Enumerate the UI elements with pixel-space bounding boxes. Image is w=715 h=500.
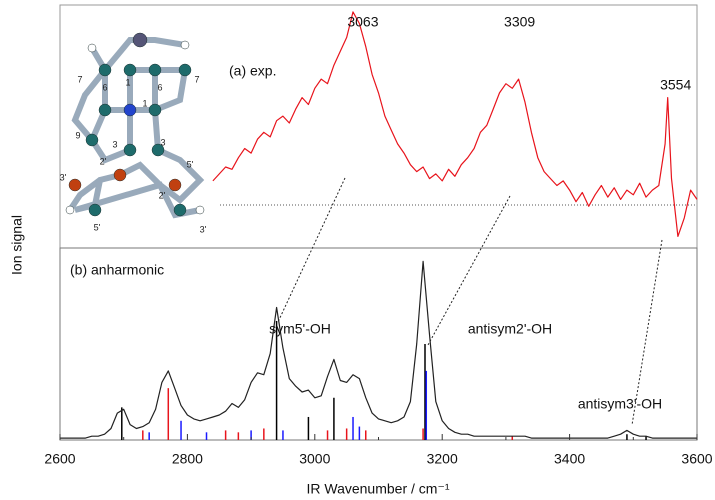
atom xyxy=(99,64,111,76)
atom xyxy=(124,64,136,76)
x-tick-label: 3400 xyxy=(554,451,585,467)
panel-label: (b) anharmonic xyxy=(70,262,164,278)
atom xyxy=(133,33,147,47)
spectrum-line xyxy=(213,12,697,237)
atom xyxy=(89,204,101,216)
atom xyxy=(99,104,111,116)
annotation: antisym3'-OH xyxy=(578,396,662,412)
atom xyxy=(149,64,161,76)
atom-label: 3 xyxy=(112,139,117,149)
connectors xyxy=(278,178,662,425)
atom-label: 9 xyxy=(75,130,80,140)
peak-label: 3309 xyxy=(504,14,535,30)
annotation: antisym2'-OH xyxy=(468,321,552,337)
atom xyxy=(66,206,74,214)
atom xyxy=(149,104,161,116)
y-axis-label: Ion signal xyxy=(9,215,25,275)
x-tick-label: 2600 xyxy=(44,451,75,467)
atom xyxy=(179,64,191,76)
panel-label: (a) exp. xyxy=(229,63,276,79)
x-tick-label: 3600 xyxy=(681,451,712,467)
atom xyxy=(86,134,98,146)
figure: Ion signal IR Wavenumber / cm⁻¹ (a) exp.… xyxy=(0,0,715,500)
atom-label: 2' xyxy=(159,190,166,200)
peak-label: 3554 xyxy=(660,76,691,92)
atom xyxy=(196,206,204,214)
atom-label: 7 xyxy=(194,74,199,84)
atom-label: 3' xyxy=(200,224,207,234)
peak-label: 3063 xyxy=(347,14,378,30)
atom xyxy=(174,204,186,216)
atom-label: 6 xyxy=(102,82,107,92)
x-tick-label: 2800 xyxy=(172,451,203,467)
atom-label: 5' xyxy=(94,222,101,232)
atom-label: 3' xyxy=(60,172,67,182)
atom-label: 7 xyxy=(77,74,82,84)
x-axis-label: IR Wavenumber / cm⁻¹ xyxy=(306,481,449,497)
atom xyxy=(124,104,136,116)
atom xyxy=(69,179,81,191)
x-tick-label: 3000 xyxy=(299,451,330,467)
atom-label: 6 xyxy=(157,82,162,92)
atom xyxy=(88,44,96,52)
atom xyxy=(169,179,181,191)
atom xyxy=(181,41,189,49)
atom-label: 2' xyxy=(100,156,107,166)
x-tick-label: 3200 xyxy=(427,451,458,467)
atom-label: 5' xyxy=(187,159,194,169)
atom-label: 1 xyxy=(142,98,147,108)
atom-label: 3 xyxy=(160,137,165,147)
atom xyxy=(124,144,136,156)
connector xyxy=(278,178,345,322)
atom xyxy=(114,169,126,181)
atom-label: 1 xyxy=(125,77,130,87)
annotation: sym5'-OH xyxy=(269,321,331,337)
